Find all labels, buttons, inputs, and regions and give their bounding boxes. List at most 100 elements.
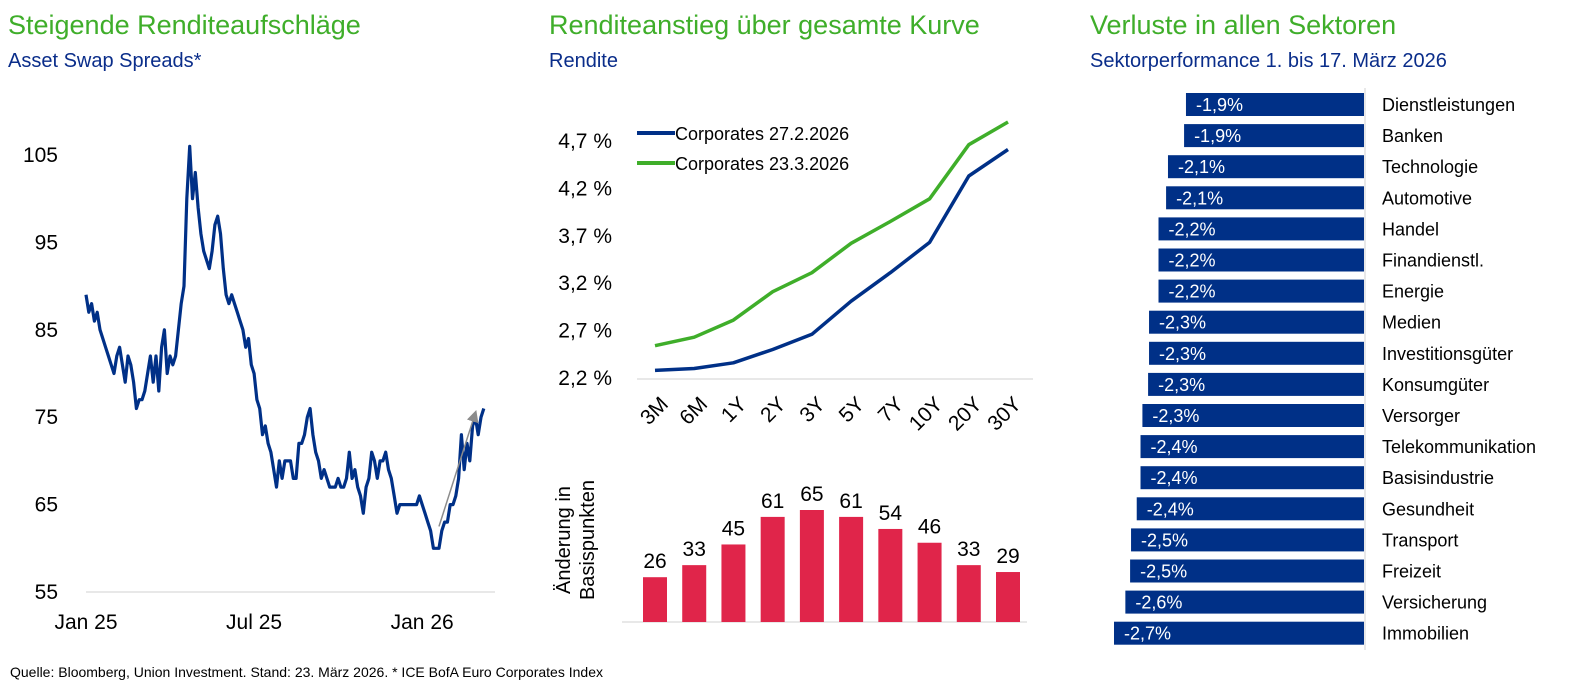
sector-name-label: Gesundheit <box>1382 499 1474 519</box>
y-tick-label: 105 <box>23 144 58 167</box>
y-tick-label: 95 <box>35 231 58 254</box>
panel-title-curve: Renditeanstieg über gesamte Kurve <box>549 10 980 40</box>
legend-label: Corporates 27.2.2026 <box>675 124 849 144</box>
sector-value-label: -2,7% <box>1124 624 1171 644</box>
trend-arrow-icon <box>438 409 479 527</box>
bp-bar <box>682 565 707 622</box>
x-tick-label: 6M <box>675 393 712 430</box>
x-tick-label: Jan 26 <box>391 611 454 634</box>
x-tick-label: 7Y <box>874 393 908 427</box>
sector-value-label: -2,4% <box>1147 499 1194 519</box>
sector-bar <box>1140 435 1364 459</box>
bp-bar <box>878 528 903 622</box>
sector-bar <box>1185 93 1364 116</box>
sector-value-label: -2,3% <box>1152 406 1199 426</box>
source-footnote: Quelle: Bloomberg, Union Investment. Sta… <box>10 664 603 680</box>
panel-subtitle-spreads: Asset Swap Spreads* <box>8 50 202 72</box>
panel-title-sectors: Verluste in allen Sektoren <box>1090 10 1397 40</box>
bp-bar <box>956 565 981 622</box>
sector-value-label: -2,2% <box>1169 282 1216 302</box>
sector-value-label: -2,5% <box>1141 530 1188 550</box>
sector-bar <box>1158 217 1364 241</box>
sector-name-label: Medien <box>1382 313 1441 333</box>
sector-name-label: Energie <box>1382 282 1444 302</box>
y-tick-label: 3,2 % <box>558 272 612 295</box>
sector-value-label: -2,2% <box>1169 251 1216 271</box>
sector-name-label: Versicherung <box>1382 593 1487 613</box>
sector-bar <box>1148 372 1364 396</box>
bp-bar <box>721 544 746 622</box>
y-tick-label: 55 <box>35 581 58 604</box>
sector-bar <box>1149 341 1364 365</box>
y-axis-title: Änderung in Basispunkten <box>553 480 599 600</box>
sector-bar <box>1184 124 1364 148</box>
sector-name-label: Technologie <box>1382 157 1478 177</box>
y-tick-label: 75 <box>35 406 58 429</box>
sector-name-label: Konsumgüter <box>1382 375 1489 395</box>
bp-data-label: 54 <box>879 502 903 525</box>
sector-value-label: -2,3% <box>1159 344 1206 364</box>
x-tick-label: 3Y <box>795 393 829 427</box>
sector-name-label: Finandienstl. <box>1382 251 1484 271</box>
sector-value-label: -1,9% <box>1196 95 1243 115</box>
spreads-line-chart: 105 95 85 75 65 55 Jan 25 Jul 25 Jan 26 <box>23 144 495 634</box>
sector-bar <box>1166 186 1364 210</box>
x-tick-label: 2Y <box>756 393 790 427</box>
bp-data-label: 33 <box>683 538 706 561</box>
sector-value-label: -2,6% <box>1135 593 1182 613</box>
bp-bar <box>917 542 942 622</box>
x-tick-label: 5Y <box>835 393 869 427</box>
bp-data-label: 45 <box>722 517 745 540</box>
sector-value-label: -2,4% <box>1151 437 1198 457</box>
basis-point-bar-chart: 26 33 45 61 65 61 54 46 33 29 Änderung in Basispunk… <box>553 480 1027 623</box>
y-tick-label: 4,2 % <box>558 177 612 200</box>
series-line-feb <box>654 148 1009 373</box>
panel-subtitle-curve: Rendite <box>549 50 618 72</box>
sector-value-label: -2,5% <box>1140 562 1187 582</box>
bp-data-label: 61 <box>839 490 862 513</box>
series-line-mar <box>654 120 1009 348</box>
y-tick-label: 85 <box>35 319 58 342</box>
y-tick-label: 2,7 % <box>558 320 612 343</box>
sector-bar <box>1114 621 1364 645</box>
sector-name-label: Telekommunikation <box>1382 437 1536 457</box>
bp-data-label: 65 <box>800 483 823 506</box>
bp-bar <box>839 516 864 622</box>
y-tick-label: 65 <box>35 494 58 517</box>
bp-bar <box>643 577 667 622</box>
sector-name-label: Automotive <box>1382 188 1472 208</box>
bp-data-label: 61 <box>761 490 784 513</box>
sector-name-label: Transport <box>1382 530 1458 550</box>
sector-bar <box>1140 466 1364 490</box>
sector-bar <box>1142 404 1364 427</box>
bp-bar <box>760 516 785 622</box>
y-tick-label: 3,7 % <box>558 225 612 248</box>
sector-name-label: Versorger <box>1382 406 1460 426</box>
sector-bar <box>1158 248 1364 272</box>
sector-value-label: -2,3% <box>1158 375 1205 395</box>
y-tick-label: 2,2 % <box>558 367 612 390</box>
sector-bar-chart: -1,9% Dienstleistungen -1,9% Banken -2,1% Tec… <box>1114 88 1536 650</box>
sector-bar <box>1136 497 1364 521</box>
sector-value-label: -1,9% <box>1194 126 1241 146</box>
sector-value-label: -2,3% <box>1159 313 1206 333</box>
yield-curve-chart: 2,2 % 2,7 % 3,2 % 3,7 % 4,2 % 4,7 % 3M 6M 1Y 2Y 3Y… <box>558 120 1033 436</box>
bp-bar <box>799 510 824 622</box>
y-tick-label: 4,7 % <box>558 130 612 153</box>
x-tick-label: 10Y <box>905 393 948 436</box>
sector-value-label: -2,1% <box>1176 188 1223 208</box>
x-tick-label: Jan 25 <box>54 611 117 634</box>
legend-label: Corporates 23.3.2026 <box>675 154 849 174</box>
sector-bar <box>1131 528 1364 552</box>
sector-name-label: Freizeit <box>1382 562 1441 582</box>
x-tick-label: 30Y <box>983 393 1026 436</box>
sector-bar <box>1158 279 1364 303</box>
x-tick-label: Jul 25 <box>226 611 282 634</box>
y-axis-title-line1: Änderung in <box>553 486 575 594</box>
sector-name-label: Immobilien <box>1382 624 1469 644</box>
bp-bar <box>996 572 1020 622</box>
x-tick-label: 1Y <box>717 393 751 427</box>
sector-name-label: Investitionsgüter <box>1382 344 1513 364</box>
sector-bar <box>1167 155 1364 179</box>
x-tick-label: 20Y <box>944 393 987 436</box>
